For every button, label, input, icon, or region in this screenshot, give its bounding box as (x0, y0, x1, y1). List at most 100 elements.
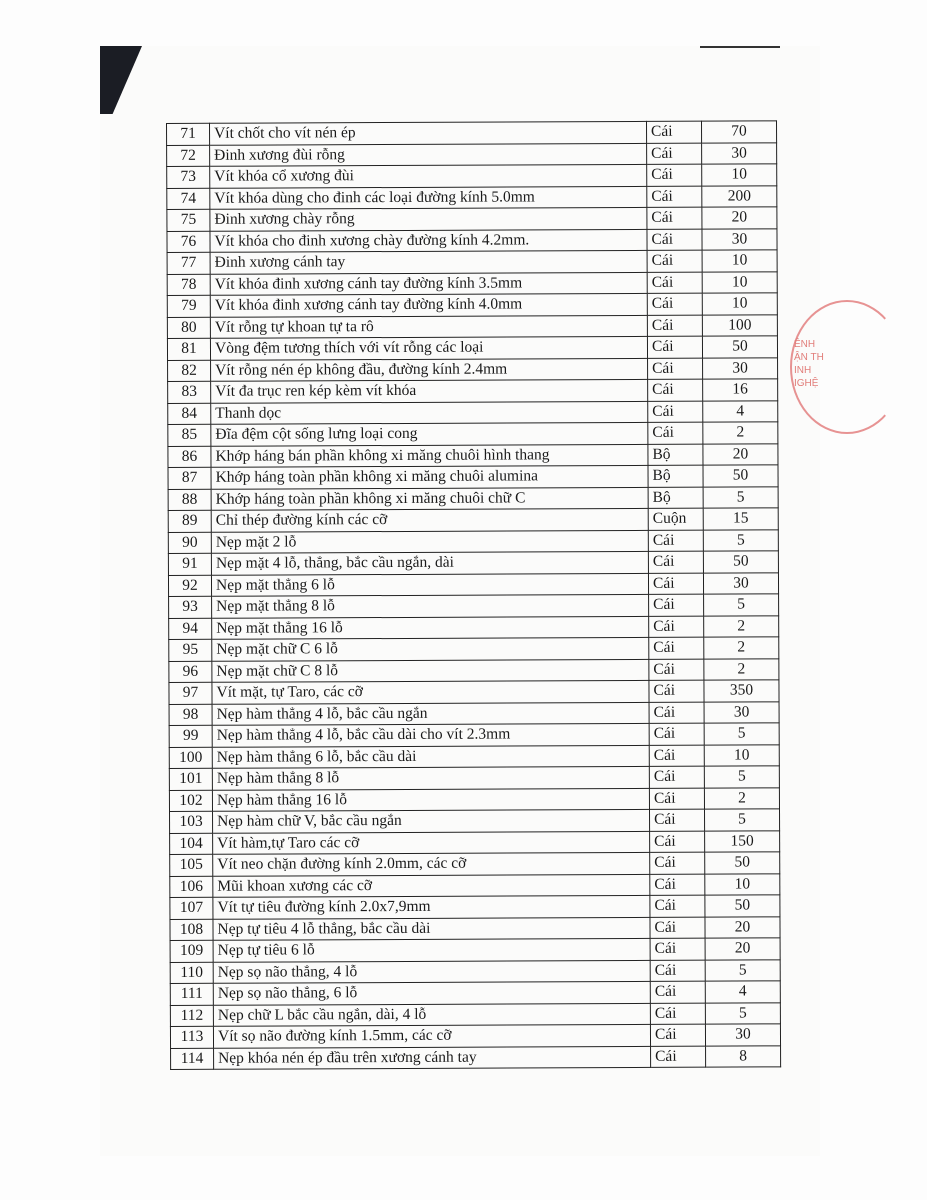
unit-cell: Cái (647, 314, 703, 337)
unit-cell: Cái (649, 809, 705, 831)
row-number-cell: 102 (169, 789, 213, 812)
table-row: 113 Vít sọ não đường kính 1.5mm, các cỡ Cá… (170, 1023, 781, 1048)
unit-cell: Cái (648, 658, 704, 681)
table-row: 103 Nẹp hàm chữ V, bắc cầu ngắn Cái 5 (169, 808, 780, 833)
table-body: 71 Vít chốt cho vít nén ép Cái 70 72 Đinh xươ… (166, 120, 781, 1070)
table-row: 80 Vít rỗng tự khoan tự ta rô Cái 100 (167, 314, 778, 339)
unit-cell: Cái (649, 852, 705, 874)
red-stamp: ÊNH ẬN TH INH IGHỆ (790, 300, 904, 440)
table-row: 98 Nẹp hàm thẳng 4 lỗ, bắc cầu ngắn Cái 30 (169, 701, 780, 726)
unit-cell: Bộ (647, 443, 703, 466)
item-name-cell: Vít chốt cho vít nén ép (209, 121, 647, 145)
table-row: 93 Nẹp mặt thẳng 8 lỗ Cái 5 (168, 593, 779, 618)
unit-cell: Cái (649, 895, 705, 917)
row-number-cell: 74 (166, 187, 210, 210)
quantity-cell: 2 (703, 658, 779, 681)
quantity-cell: 5 (704, 808, 780, 831)
row-number-cell: 81 (167, 338, 211, 360)
item-name-cell: Nẹp tự tiêu 4 lỗ thẳng, bắc cầu dài (212, 916, 651, 941)
table-row: 72 Đinh xương đùi rỗng Cái 30 (166, 142, 777, 167)
stamp-ring (790, 300, 904, 434)
unit-cell: Cái (648, 594, 704, 616)
table-row: 89 Chỉ thép đường kính các cỡ Cuộn 15 (168, 507, 779, 532)
item-name-cell: Nẹp mặt 2 lỗ (211, 529, 649, 554)
item-name-cell: Nẹp mặt chữ C 6 lỗ (211, 637, 649, 661)
stamp-text: ÊNH ẬN TH INH IGHỆ (794, 338, 824, 390)
stamp-line: ẬN TH (794, 352, 824, 363)
unit-cell: Cái (648, 529, 704, 552)
item-name-cell: Vít hàm,tự Taro các cỡ (212, 830, 650, 855)
quantity-cell: 10 (702, 249, 778, 272)
item-name-cell: Vít đa trục ren kép kèm vít khóa (210, 379, 648, 403)
item-name-cell: Nẹp hàm chữ V, bắc cầu ngắn (212, 809, 650, 833)
item-name-cell: Đinh xương cánh tay (210, 250, 648, 274)
table-row: 86 Khớp háng bán phần không xi măng chuôi… (167, 443, 778, 468)
unit-cell: Cái (646, 142, 702, 165)
item-name-cell: Vít tự tiêu đường kính 2.0x7,9mm (212, 895, 650, 919)
quantity-cell: 20 (702, 443, 778, 466)
quantity-cell: 50 (702, 335, 778, 358)
stamp-line: IGHỆ (794, 378, 819, 389)
table-row: 111 Nẹp sọ não thẳng, 6 lỗ Cái 4 (170, 980, 781, 1005)
unit-cell: Cuộn (648, 508, 704, 530)
table-row: 90 Nẹp mặt 2 lỗ Cái 5 (168, 529, 779, 554)
item-name-cell: Nẹp sọ não thẳng, 6 lỗ (213, 981, 651, 1005)
item-name-cell: Nẹp mặt thẳng 8 lỗ (211, 594, 649, 618)
unit-cell: Cái (647, 357, 703, 380)
table-row: 82 Vít rỗng nén ép không đầu, đường kính … (167, 357, 778, 382)
quantity-cell: 30 (702, 357, 778, 380)
quantity-cell: 50 (702, 464, 779, 487)
item-name-cell: Vít rỗng nén ép không đầu, đường kính 2.… (210, 357, 648, 382)
unit-cell: Bộ (648, 486, 704, 509)
item-name-cell: Khớp háng toàn phần không xi măng chuôi … (211, 486, 649, 511)
table-row: 84 Thanh dọc Cái 4 (167, 400, 778, 425)
scan-edge-line (700, 46, 780, 48)
unit-cell: Cái (649, 701, 705, 724)
quantity-cell: 150 (704, 830, 780, 853)
row-number-cell: 95 (168, 639, 212, 661)
quantity-cell: 8 (705, 1045, 781, 1068)
table-row: 110 Nẹp sọ não thẳng, 4 lỗ Cái 5 (170, 959, 781, 984)
quantity-cell: 2 (703, 615, 779, 638)
unit-cell: Cái (650, 938, 706, 960)
table-row: 102 Nẹp hàm thẳng 16 lỗ Cái 2 (169, 787, 780, 812)
item-name-cell: Nẹp mặt chữ C 8 lỗ (211, 658, 649, 683)
row-number-cell: 84 (167, 402, 211, 425)
table-row: 91 Nẹp mặt 4 lỗ, thẳng, bắc cầu ngắn, dài… (168, 550, 779, 575)
unit-cell: Cái (649, 766, 705, 788)
row-number-cell: 94 (168, 617, 212, 640)
unit-cell: Cái (647, 422, 703, 444)
quantity-cell: 5 (705, 959, 781, 982)
row-number-cell: 73 (166, 166, 210, 188)
row-number-cell: 106 (169, 875, 213, 898)
row-number-cell: 86 (167, 445, 212, 468)
row-number-cell: 104 (169, 832, 213, 855)
table-row: 107 Vít tự tiêu đường kính 2.0x7,9mm Cái 50 (169, 894, 780, 919)
item-name-cell: Vít neo chặn đường kính 2.0mm, các cỡ (212, 852, 650, 876)
row-number-cell: 105 (169, 854, 213, 876)
quantity-cell: 5 (703, 593, 779, 616)
quantity-cell: 4 (702, 400, 778, 423)
unit-cell: Cái (650, 1002, 706, 1025)
quantity-cell: 5 (704, 722, 780, 745)
item-name-cell: Nẹp tự tiêu 6 lỗ (213, 938, 651, 962)
quantity-cell: 20 (704, 916, 781, 939)
unit-cell: Cái (650, 959, 706, 982)
item-name-cell: Nẹp sọ não thẳng, 4 lỗ (213, 959, 651, 984)
unit-cell: Cái (646, 207, 702, 229)
unit-cell: Cái (646, 185, 702, 208)
item-name-cell: Vòng đệm tương thích với vít rỗng các lo… (210, 336, 648, 360)
row-number-cell: 97 (168, 682, 213, 704)
item-name-cell: Vít khóa cổ xương đùi (209, 164, 647, 188)
quantity-cell: 2 (704, 787, 780, 810)
item-name-cell: Nẹp hàm thẳng 16 lỗ (212, 787, 650, 812)
row-number-cell: 93 (168, 596, 212, 618)
equipment-table: 71 Vít chốt cho vít nén ép Cái 70 72 Đinh xươ… (166, 120, 781, 1070)
quantity-cell: 16 (702, 378, 778, 401)
unit-cell: Cái (647, 293, 703, 315)
row-number-cell: 112 (170, 1004, 214, 1027)
table-row: 71 Vít chốt cho vít nén ép Cái 70 (166, 120, 777, 145)
table-row: 96 Nẹp mặt chữ C 8 lỗ Cái 2 (168, 658, 779, 683)
quantity-cell: 15 (703, 507, 779, 530)
table-row: 81 Vòng đệm tương thích với vít rỗng các … (167, 335, 778, 360)
